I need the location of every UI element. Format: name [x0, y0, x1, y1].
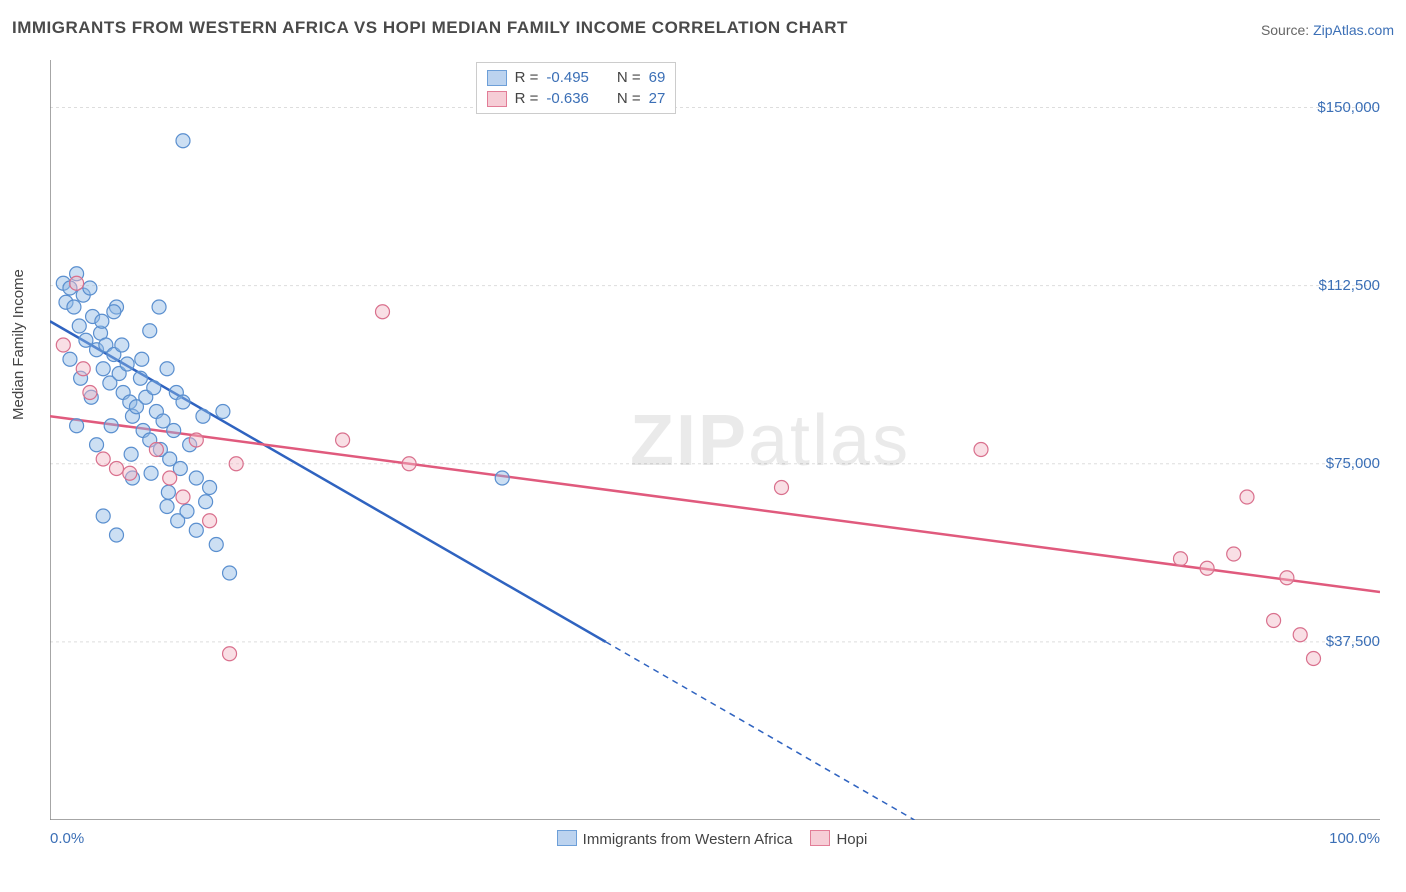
legend-label-hopi: Hopi: [836, 831, 867, 848]
legend-swatch: [487, 70, 507, 86]
legend-row-wafrica: R = -0.495 N = 69: [487, 67, 666, 88]
legend-n-label: N =: [617, 69, 641, 86]
series-legend: Immigrants from Western Africa Hopi: [0, 830, 1406, 848]
legend-n-value: 69: [649, 69, 666, 86]
legend-r-label: R =: [515, 90, 539, 107]
legend-r-label: R =: [515, 69, 539, 86]
y-tick-label: $150,000: [1300, 99, 1380, 116]
chart-title: IMMIGRANTS FROM WESTERN AFRICA VS HOPI M…: [12, 18, 848, 38]
y-axis-label: Median Family Income: [10, 269, 27, 420]
correlation-legend: R = -0.495 N = 69 R = -0.636 N = 27: [476, 62, 677, 114]
source-link[interactable]: ZipAtlas.com: [1313, 22, 1394, 38]
legend-label-wafrica: Immigrants from Western Africa: [583, 831, 793, 848]
legend-n-value: 27: [649, 90, 666, 107]
legend-row-hopi: R = -0.636 N = 27: [487, 88, 666, 109]
source-prefix: Source:: [1261, 22, 1313, 38]
legend-n-label: N =: [617, 90, 641, 107]
source-label: Source: ZipAtlas.com: [1261, 22, 1394, 38]
legend-swatch-wafrica: [557, 830, 577, 846]
legend-swatch: [487, 91, 507, 107]
legend-r-value: -0.495: [546, 69, 589, 86]
legend-r-value: -0.636: [546, 90, 589, 107]
y-tick-label: $112,500: [1300, 277, 1380, 294]
y-tick-label: $37,500: [1300, 633, 1380, 650]
y-tick-label: $75,000: [1300, 455, 1380, 472]
chart-plot-area: [50, 60, 1380, 820]
legend-swatch-hopi: [810, 830, 830, 846]
